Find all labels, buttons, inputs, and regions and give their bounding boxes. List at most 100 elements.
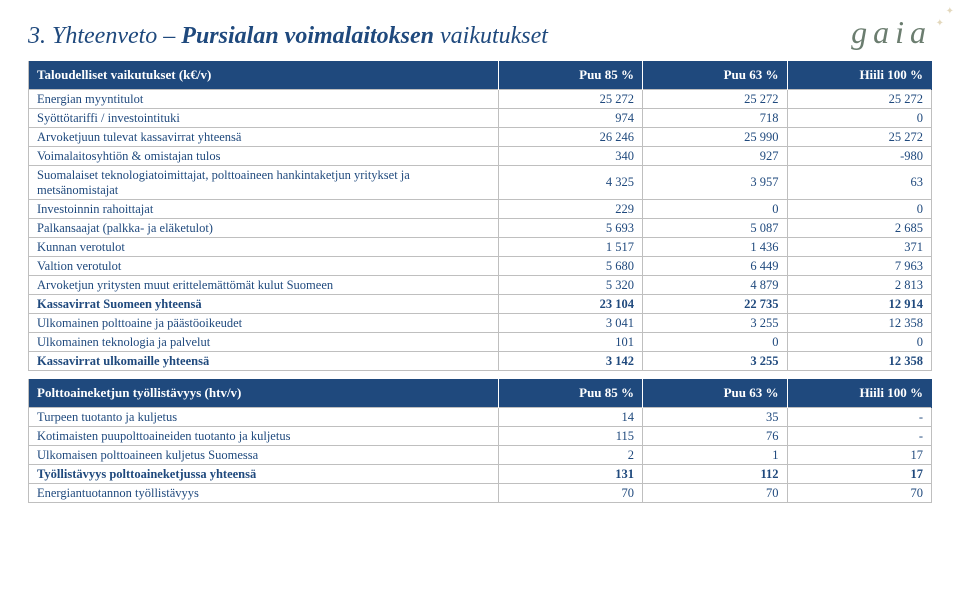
row-value: 4 879 <box>643 276 787 295</box>
row-value: - <box>787 408 932 427</box>
table-row: Ulkomainen teknologia ja palvelut10100 <box>29 333 932 352</box>
row-label: Investoinnin rahoittajat <box>29 200 499 219</box>
row-value: 12 358 <box>787 352 932 371</box>
table-row: Investoinnin rahoittajat22900 <box>29 200 932 219</box>
row-value: 974 <box>498 109 642 128</box>
row-value: 12 914 <box>787 295 932 314</box>
row-label: Työllistävyys polttoaineketjussa yhteens… <box>29 465 499 484</box>
corner-ornament-icon <box>926 6 954 34</box>
row-value: 927 <box>643 147 787 166</box>
employment-table: Polttoaineketjun työllistävyys (htv/v) P… <box>28 379 932 503</box>
table-row: Työllistävyys polttoaineketjussa yhteens… <box>29 465 932 484</box>
row-label: Energiantuotannon työllistävyys <box>29 484 499 503</box>
row-value: 63 <box>787 166 932 200</box>
table-header: Puu 85 % <box>498 61 642 90</box>
row-value: 340 <box>498 147 642 166</box>
table-row: Kunnan verotulot1 5171 436371 <box>29 238 932 257</box>
row-value: 26 246 <box>498 128 642 147</box>
title-suffix: vaikutukset <box>440 23 548 49</box>
table-row: Suomalaiset teknologiatoimittajat, poltt… <box>29 166 932 200</box>
table-row: Energiantuotannon työllistävyys707070 <box>29 484 932 503</box>
row-value: 101 <box>498 333 642 352</box>
gaia-logo: gaia <box>851 14 932 51</box>
table-header: Hiili 100 % <box>787 379 932 408</box>
row-value: 718 <box>643 109 787 128</box>
title-bold: Pursialan voimalaitoksen <box>181 23 434 49</box>
title-row: 3. Yhteenveto – Pursialan voimalaitoksen… <box>28 14 932 51</box>
table-row: Palkansaajat (palkka- ja eläketulot)5 69… <box>29 219 932 238</box>
row-label: Energian myyntitulot <box>29 90 499 109</box>
row-value: 25 272 <box>643 90 787 109</box>
row-value: 3 957 <box>643 166 787 200</box>
row-value: 2 685 <box>787 219 932 238</box>
table-header: Puu 85 % <box>498 379 642 408</box>
table-row: Syöttötariffi / investointituki9747180 <box>29 109 932 128</box>
row-value: 25 272 <box>787 128 932 147</box>
row-value: 1 436 <box>643 238 787 257</box>
table-row: Arvoketjun yritysten muut erittelemättöm… <box>29 276 932 295</box>
row-value: 3 041 <box>498 314 642 333</box>
row-value: 25 272 <box>498 90 642 109</box>
table-row: Ulkomainen polttoaine ja päästöoikeudet3… <box>29 314 932 333</box>
row-value: -980 <box>787 147 932 166</box>
table-row: Kassavirrat Suomeen yhteensä23 10422 735… <box>29 295 932 314</box>
table-row: Ulkomaisen polttoaineen kuljetus Suomess… <box>29 446 932 465</box>
row-value: 70 <box>643 484 787 503</box>
row-label: Kunnan verotulot <box>29 238 499 257</box>
row-value: 112 <box>643 465 787 484</box>
row-label: Valtion verotulot <box>29 257 499 276</box>
row-value: - <box>787 427 932 446</box>
table-header: Taloudelliset vaikutukset (k€/v) <box>29 61 499 90</box>
row-value: 25 990 <box>643 128 787 147</box>
row-value: 6 449 <box>643 257 787 276</box>
row-value: 5 680 <box>498 257 642 276</box>
row-value: 0 <box>787 109 932 128</box>
row-value: 7 963 <box>787 257 932 276</box>
row-value: 131 <box>498 465 642 484</box>
row-value: 70 <box>498 484 642 503</box>
table-row: Valtion verotulot5 6806 4497 963 <box>29 257 932 276</box>
table-header: Puu 63 % <box>643 61 787 90</box>
row-value: 0 <box>787 200 932 219</box>
row-label: Ulkomainen polttoaine ja päästöoikeudet <box>29 314 499 333</box>
row-label: Arvoketjuun tulevat kassavirrat yhteensä <box>29 128 499 147</box>
table-row: Energian myyntitulot25 27225 27225 272 <box>29 90 932 109</box>
row-value: 76 <box>643 427 787 446</box>
row-value: 115 <box>498 427 642 446</box>
row-value: 3 255 <box>643 352 787 371</box>
row-label: Syöttötariffi / investointituki <box>29 109 499 128</box>
row-value: 17 <box>787 446 932 465</box>
row-value: 22 735 <box>643 295 787 314</box>
row-value: 5 693 <box>498 219 642 238</box>
row-value: 0 <box>787 333 932 352</box>
row-value: 5 087 <box>643 219 787 238</box>
row-value: 12 358 <box>787 314 932 333</box>
table-row: Arvoketjuun tulevat kassavirrat yhteensä… <box>29 128 932 147</box>
row-label: Kassavirrat Suomeen yhteensä <box>29 295 499 314</box>
row-value: 2 813 <box>787 276 932 295</box>
row-value: 1 <box>643 446 787 465</box>
table-row: Kotimaisten puupolttoaineiden tuotanto j… <box>29 427 932 446</box>
table-row: Voimalaitosyhtiön & omistajan tulos34092… <box>29 147 932 166</box>
row-value: 3 142 <box>498 352 642 371</box>
row-label: Palkansaajat (palkka- ja eläketulot) <box>29 219 499 238</box>
row-value: 23 104 <box>498 295 642 314</box>
row-value: 0 <box>643 200 787 219</box>
row-value: 3 255 <box>643 314 787 333</box>
row-label: Ulkomaisen polttoaineen kuljetus Suomess… <box>29 446 499 465</box>
row-value: 0 <box>643 333 787 352</box>
table-header-row: Taloudelliset vaikutukset (k€/v) Puu 85 … <box>29 61 932 90</box>
table-row: Turpeen tuotanto ja kuljetus1435- <box>29 408 932 427</box>
table-header: Puu 63 % <box>643 379 787 408</box>
row-value: 4 325 <box>498 166 642 200</box>
table-row: Kassavirrat ulkomaille yhteensä3 1423 25… <box>29 352 932 371</box>
table-header-row: Polttoaineketjun työllistävyys (htv/v) P… <box>29 379 932 408</box>
row-value: 35 <box>643 408 787 427</box>
row-label: Ulkomainen teknologia ja palvelut <box>29 333 499 352</box>
row-value: 229 <box>498 200 642 219</box>
row-label: Suomalaiset teknologiatoimittajat, poltt… <box>29 166 499 200</box>
row-value: 14 <box>498 408 642 427</box>
row-label: Kassavirrat ulkomaille yhteensä <box>29 352 499 371</box>
table-header: Hiili 100 % <box>787 61 932 90</box>
row-value: 371 <box>787 238 932 257</box>
